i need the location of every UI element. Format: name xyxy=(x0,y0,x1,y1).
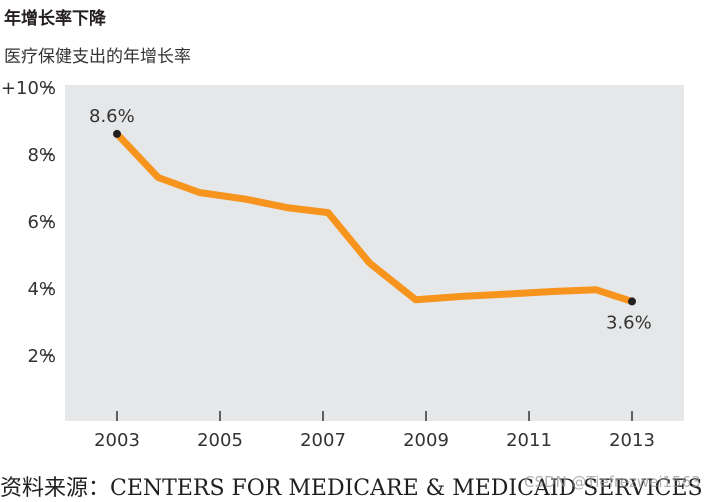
plot-area-background xyxy=(65,85,684,421)
y-tick-label: 6% xyxy=(27,212,56,233)
x-tick-label: 2013 xyxy=(609,430,655,451)
y-tick-label: 8% xyxy=(27,145,56,166)
line-chart: +10% 8% 6% 4% 2% 2003 2005 2007 2009 2011 2013 8.… xyxy=(1,78,684,451)
x-tick-label: 2011 xyxy=(506,430,552,451)
data-point-marker xyxy=(113,129,121,138)
series-group xyxy=(113,130,636,305)
watermark: CSDN @Tiefrezwei1563 xyxy=(524,473,701,491)
x-tick-label: 2003 xyxy=(94,430,140,451)
x-tick-label: 2009 xyxy=(403,430,449,451)
x-tick-label: 2007 xyxy=(300,430,346,451)
y-axis: +10% 8% 6% 4% 2% xyxy=(1,78,56,367)
data-label: 3.6% xyxy=(606,312,652,333)
y-tick-label: +10% xyxy=(1,78,56,99)
annotations-group: 8.6% 3.6% xyxy=(89,106,652,333)
x-tick-label: 2005 xyxy=(197,430,243,451)
y-tick-label: 2% xyxy=(27,346,56,367)
source-note: 资料来源：CENTERS FOR MEDICARE & MEDICAID SER… xyxy=(0,476,703,501)
chart-title: 年增长率下降 xyxy=(4,9,106,29)
y-tick-label: 4% xyxy=(27,279,56,300)
series-line xyxy=(113,130,636,305)
data-label: 8.6% xyxy=(89,106,135,127)
chart-subtitle: 医疗保健支出的年增长率 xyxy=(4,47,191,67)
data-point-marker xyxy=(628,297,636,306)
x-axis: 2003 2005 2007 2009 2011 2013 xyxy=(94,411,655,451)
